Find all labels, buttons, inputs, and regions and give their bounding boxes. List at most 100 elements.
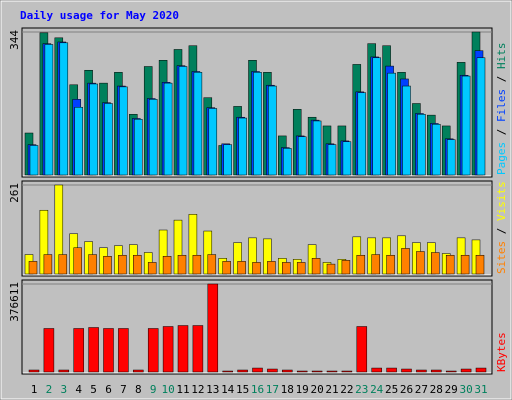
bar — [401, 368, 412, 373]
bar — [177, 254, 187, 275]
bar — [475, 367, 487, 373]
x-tick-label: 20 — [310, 383, 323, 396]
legend-entry: KBytes — [495, 332, 508, 372]
bar — [118, 328, 129, 373]
x-tick-label: 28 — [430, 383, 443, 396]
bar — [326, 370, 338, 373]
plot-area — [21, 279, 493, 375]
bar — [88, 327, 99, 373]
bar — [267, 368, 278, 373]
bar — [356, 326, 368, 373]
bar — [58, 369, 70, 373]
x-tick-label: 18 — [281, 383, 294, 396]
bar — [282, 369, 293, 373]
x-tick-label: 27 — [415, 383, 428, 396]
bar — [402, 85, 411, 176]
bar — [223, 144, 232, 176]
x-tick-label: 24 — [370, 383, 384, 396]
x-tick-label: 17 — [266, 383, 279, 396]
x-tick-label: 29 — [445, 383, 458, 396]
legend-entry: Sites — [495, 241, 508, 274]
bar — [372, 57, 381, 176]
bar — [371, 367, 382, 373]
bar — [387, 72, 396, 176]
bar — [177, 325, 189, 373]
bar — [342, 141, 352, 176]
bar — [133, 369, 144, 373]
x-tick-label: 26 — [400, 383, 413, 396]
bar — [29, 145, 39, 176]
x-tick-label: 7 — [120, 383, 127, 396]
x-tick-label: 9 — [150, 383, 157, 396]
x-tick-label: 15 — [236, 383, 249, 396]
y-tick-label: 344 — [8, 30, 21, 50]
bar — [311, 370, 323, 373]
bar — [401, 248, 410, 275]
bar — [311, 258, 321, 275]
bar — [460, 254, 470, 275]
bar — [208, 108, 218, 176]
bar — [445, 370, 457, 373]
bar — [162, 256, 172, 275]
bar — [59, 42, 69, 176]
bar — [147, 328, 159, 373]
bar — [222, 261, 231, 275]
bar — [386, 254, 395, 275]
bar — [446, 139, 456, 176]
x-tick-label: 2 — [46, 383, 53, 396]
bar — [28, 369, 40, 373]
bar — [43, 254, 53, 275]
x-tick-label: 11 — [176, 383, 189, 396]
legend-entry: Pages — [495, 142, 508, 175]
bar — [73, 247, 82, 275]
x-tick-label: 21 — [325, 383, 338, 396]
bar — [431, 369, 442, 373]
bar — [417, 114, 426, 176]
bar — [283, 148, 292, 176]
x-tick-label: 16 — [251, 383, 264, 396]
bar — [148, 99, 158, 176]
bar — [416, 251, 425, 275]
bar — [134, 119, 143, 176]
x-tick-label: 22 — [340, 383, 353, 396]
bar — [147, 262, 157, 275]
bar — [341, 370, 353, 373]
bar — [297, 136, 307, 176]
bar — [73, 328, 84, 373]
bar — [416, 369, 427, 373]
y-tick-label: 376611 — [8, 282, 21, 322]
bar — [326, 263, 336, 275]
bar — [207, 254, 217, 275]
bar — [327, 144, 337, 176]
x-tick-label: 14 — [221, 383, 235, 396]
legend-separator: / — [495, 122, 508, 142]
legend-separator: / — [495, 221, 508, 241]
x-tick-label: 25 — [385, 383, 398, 396]
bar — [163, 82, 173, 176]
legend: KBytes — [495, 332, 508, 372]
bar — [461, 75, 471, 176]
bar — [74, 106, 83, 176]
bar — [58, 254, 68, 275]
bar — [432, 124, 441, 176]
x-tick-label: 13 — [206, 383, 219, 396]
x-tick-label: 23 — [355, 383, 368, 396]
x-tick-label: 6 — [105, 383, 112, 396]
x-tick-label: 3 — [60, 383, 67, 396]
bar — [88, 254, 97, 275]
bar — [193, 72, 203, 176]
bar — [238, 117, 247, 176]
bar — [431, 252, 440, 275]
x-tick-label: 30 — [459, 383, 472, 396]
bar — [267, 261, 276, 275]
bar — [268, 85, 277, 176]
bar — [460, 368, 472, 373]
legend: Pages / Files / Hits — [495, 43, 508, 176]
bar — [28, 261, 38, 275]
y-tick-label: 261 — [8, 183, 21, 203]
bar — [371, 254, 380, 275]
bar — [296, 370, 308, 373]
bar — [89, 83, 98, 176]
